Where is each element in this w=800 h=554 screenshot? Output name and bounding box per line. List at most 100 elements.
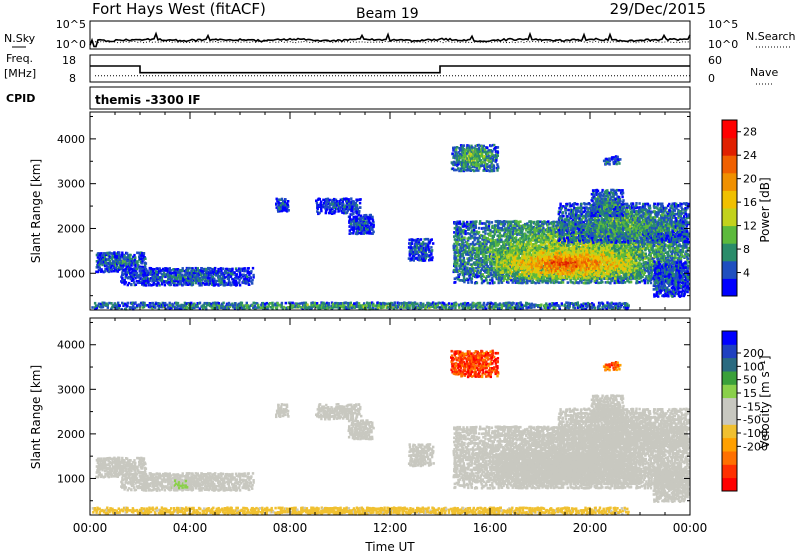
range-cell xyxy=(181,269,184,272)
range-cell xyxy=(158,302,161,305)
range-cell xyxy=(463,236,466,239)
range-cell xyxy=(95,306,99,310)
range-cell xyxy=(271,305,275,309)
range-cell xyxy=(188,281,191,285)
range-cell xyxy=(349,301,352,305)
range-cell xyxy=(210,273,213,276)
range-cell xyxy=(103,254,107,257)
range-cell xyxy=(137,281,140,285)
range-cell xyxy=(301,307,304,311)
range-cell xyxy=(138,275,141,278)
range-cell xyxy=(112,255,115,259)
range-cell xyxy=(168,272,171,276)
range-cell xyxy=(412,304,416,307)
range-cell xyxy=(175,306,178,310)
range-cell xyxy=(238,278,241,282)
range-cell xyxy=(236,306,239,309)
range-cell xyxy=(311,305,314,308)
range-cell xyxy=(130,279,134,282)
range-cell xyxy=(140,265,144,269)
range-cell xyxy=(205,267,208,271)
range-cell xyxy=(113,302,117,305)
range-cell xyxy=(144,277,148,281)
range-cell xyxy=(97,252,101,255)
range-cell xyxy=(337,302,340,306)
range-cell xyxy=(227,277,230,280)
range-cell xyxy=(104,267,107,271)
range-cell xyxy=(417,306,420,309)
range-cell xyxy=(134,276,137,280)
range-cell xyxy=(454,256,458,259)
range-cell xyxy=(206,270,209,274)
range-cell xyxy=(342,202,345,206)
range-cell xyxy=(474,233,477,236)
range-cell xyxy=(332,304,335,307)
range-cell xyxy=(253,304,256,308)
range-cell xyxy=(110,257,114,260)
range-cell xyxy=(131,259,135,263)
range-cell xyxy=(300,306,303,309)
cpid-text: themis -3300 IF xyxy=(95,93,201,107)
range-cell xyxy=(434,306,438,309)
range-cell xyxy=(167,277,170,281)
range-cell xyxy=(132,275,136,278)
range-cell xyxy=(472,267,475,270)
range-cell xyxy=(484,307,488,311)
range-cell xyxy=(356,301,359,305)
range-cell xyxy=(420,306,423,309)
range-cell xyxy=(151,272,155,276)
range-cell xyxy=(350,197,353,200)
freq-label: Freq. xyxy=(6,52,33,65)
range-cell xyxy=(197,269,200,273)
range-cell xyxy=(371,306,375,310)
range-cell xyxy=(311,301,315,304)
range-cell xyxy=(133,253,136,257)
range-cell xyxy=(106,306,109,309)
range-cell xyxy=(144,272,148,275)
range-cell xyxy=(96,270,100,274)
range-cell xyxy=(158,305,161,308)
range-cell xyxy=(168,267,171,270)
range-cell xyxy=(180,307,183,311)
range-cell xyxy=(110,266,113,270)
range-cell xyxy=(144,262,148,265)
range-cell xyxy=(171,305,174,309)
range-cell xyxy=(121,273,125,277)
range-cell xyxy=(148,271,151,275)
range-cell xyxy=(243,307,246,311)
range-cell xyxy=(327,306,331,309)
range-cell xyxy=(416,302,419,306)
range-cell xyxy=(110,268,114,271)
range-cell xyxy=(553,238,556,242)
range-cell xyxy=(177,304,180,308)
range-cell xyxy=(179,279,182,283)
range-cell xyxy=(118,255,121,259)
range-cell xyxy=(168,301,171,305)
range-cell xyxy=(320,306,324,309)
range-cell xyxy=(246,271,249,275)
range-cell xyxy=(117,301,120,305)
range-cell xyxy=(106,303,109,307)
range-cell xyxy=(237,281,241,285)
range-cell xyxy=(175,269,178,272)
range-cell xyxy=(217,302,221,305)
range-cell xyxy=(214,266,217,270)
range-cell xyxy=(376,301,379,304)
range-cell xyxy=(192,271,195,275)
range-cell xyxy=(149,303,152,307)
range-cell xyxy=(542,226,545,230)
freq-strip: Freq. [MHz] 18 8 60 0 Nave xyxy=(4,52,778,85)
range-cell xyxy=(255,302,259,305)
range-cell xyxy=(123,272,127,276)
range-cell xyxy=(124,281,128,284)
range-cell xyxy=(481,306,484,309)
range-cell xyxy=(247,305,251,309)
range-cell xyxy=(306,306,309,309)
range-cell xyxy=(154,302,158,306)
range-cell xyxy=(175,277,179,281)
range-cell xyxy=(492,306,495,310)
range-cell xyxy=(152,279,156,282)
range-cell xyxy=(393,301,396,304)
range-cell xyxy=(478,306,482,309)
